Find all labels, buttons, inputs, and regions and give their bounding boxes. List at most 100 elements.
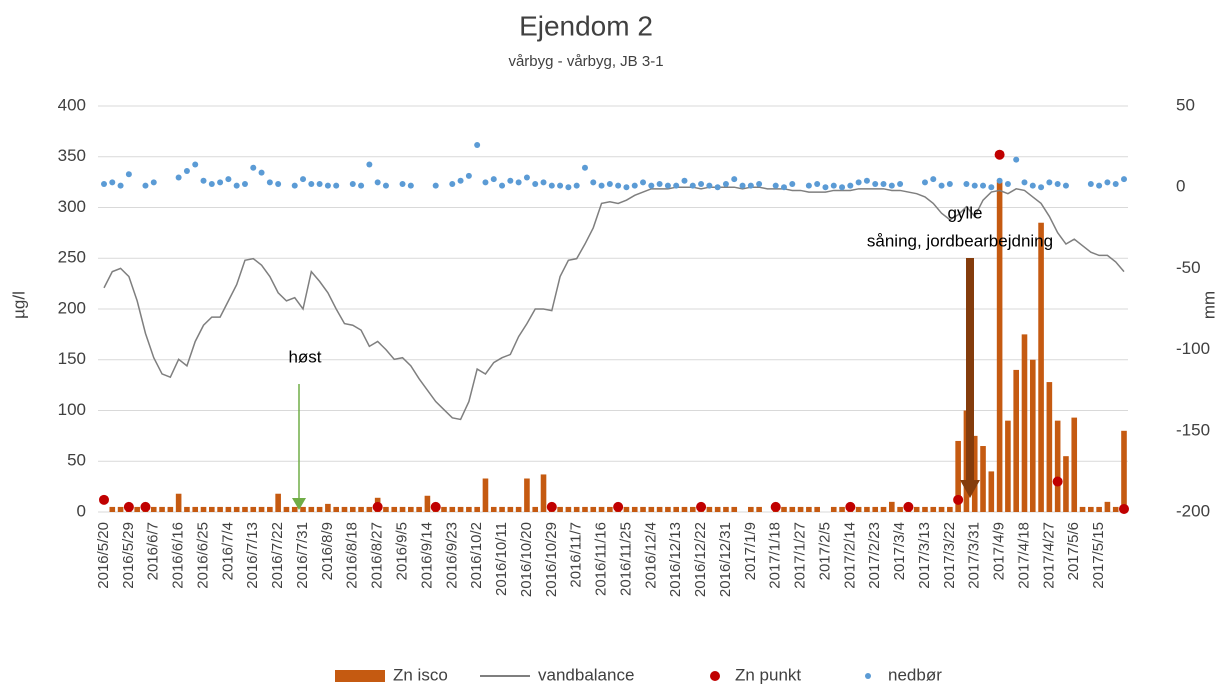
point — [225, 176, 232, 183]
annotation: såning, jordbearbejdning — [867, 231, 1053, 250]
bar — [889, 501, 895, 512]
bar — [225, 506, 232, 512]
x-tick-label: 2017/2/23 — [866, 522, 883, 589]
bar — [830, 506, 837, 512]
point — [921, 179, 928, 186]
bar — [366, 506, 373, 512]
point — [822, 184, 829, 191]
point — [109, 179, 116, 186]
point — [474, 141, 481, 148]
x-tick-label: 2016/6/7 — [145, 522, 162, 580]
point — [1029, 182, 1036, 189]
bar — [598, 506, 605, 512]
bar — [308, 506, 315, 512]
point — [399, 180, 406, 187]
x-tick-label: 2017/5/6 — [1065, 522, 1082, 580]
bar — [507, 506, 514, 512]
bar — [540, 474, 547, 512]
point — [540, 179, 547, 186]
bar — [391, 506, 398, 512]
bar — [673, 506, 679, 512]
legend-swatch — [335, 670, 385, 682]
bar — [839, 506, 845, 512]
point — [830, 182, 837, 189]
point — [903, 501, 914, 512]
point — [482, 179, 489, 186]
bar — [1038, 222, 1044, 512]
y-axis-label: µg/l — [9, 291, 28, 319]
bar — [258, 506, 265, 512]
x-tick-label: 2016/12/13 — [667, 522, 684, 597]
bar — [167, 506, 174, 512]
x-tick-label: 2017/3/4 — [891, 522, 908, 580]
x-tick-label: 2017/1/9 — [742, 522, 759, 580]
point — [805, 182, 812, 189]
x-tick-label: 2016/12/4 — [642, 522, 659, 589]
bar — [242, 506, 248, 512]
point — [573, 182, 580, 189]
x-tick-label: 2016/5/29 — [120, 522, 137, 589]
point — [275, 180, 282, 187]
bar — [988, 471, 995, 512]
bar — [1029, 359, 1036, 512]
point — [938, 182, 945, 189]
chart-subtitle: vårbyg - vårbyg, JB 3-1 — [508, 53, 663, 70]
point — [731, 176, 738, 183]
chart-title: Ejendom 2 — [519, 10, 653, 41]
point — [358, 182, 365, 189]
legend-label: Zn isco — [393, 665, 448, 684]
bar — [159, 506, 165, 512]
annotation-arrow — [966, 258, 974, 483]
point — [994, 149, 1005, 160]
x-tick-label: 2016/8/9 — [319, 522, 336, 580]
x-tick-label: 2016/9/23 — [443, 522, 460, 589]
bar — [192, 506, 199, 512]
y-tick-label: 50 — [67, 451, 86, 470]
point — [789, 180, 796, 187]
bar — [267, 506, 273, 512]
x-tick-label: 2016/6/16 — [170, 522, 187, 589]
bar — [1013, 369, 1019, 512]
point — [656, 180, 663, 187]
bar — [416, 506, 422, 512]
bar — [466, 506, 472, 512]
bar — [275, 493, 281, 512]
bar — [723, 506, 729, 512]
bar — [441, 506, 447, 512]
point — [142, 182, 149, 189]
bar — [383, 506, 389, 512]
y-tick-label: 250 — [58, 248, 86, 267]
y-tick-label: 0 — [77, 501, 86, 520]
point — [250, 164, 257, 171]
point — [125, 171, 132, 178]
point — [300, 176, 307, 183]
bar — [150, 506, 157, 512]
point — [407, 182, 414, 189]
bar — [283, 506, 290, 512]
point — [855, 179, 862, 186]
bar — [1021, 334, 1028, 512]
y-tick-label: 350 — [58, 146, 86, 165]
bar — [1088, 506, 1094, 512]
legend-label: vandbalance — [538, 665, 634, 684]
x-tick-label: 2017/2/5 — [816, 522, 833, 580]
x-tick-label: 2016/11/7 — [568, 522, 585, 588]
point — [117, 182, 124, 189]
point — [1054, 180, 1061, 187]
legend-swatch — [865, 673, 871, 679]
bar — [789, 506, 796, 512]
point — [581, 164, 588, 171]
point — [316, 180, 323, 187]
point — [430, 501, 441, 512]
x-tick-label: 2017/4/27 — [1040, 522, 1057, 589]
y2-axis-label: mm — [1199, 291, 1218, 319]
bar — [1104, 501, 1111, 512]
bar — [515, 506, 522, 512]
bar — [134, 506, 140, 512]
point — [1052, 476, 1063, 487]
point — [266, 179, 273, 186]
point — [770, 501, 781, 512]
point — [432, 182, 439, 189]
bar — [913, 506, 920, 512]
